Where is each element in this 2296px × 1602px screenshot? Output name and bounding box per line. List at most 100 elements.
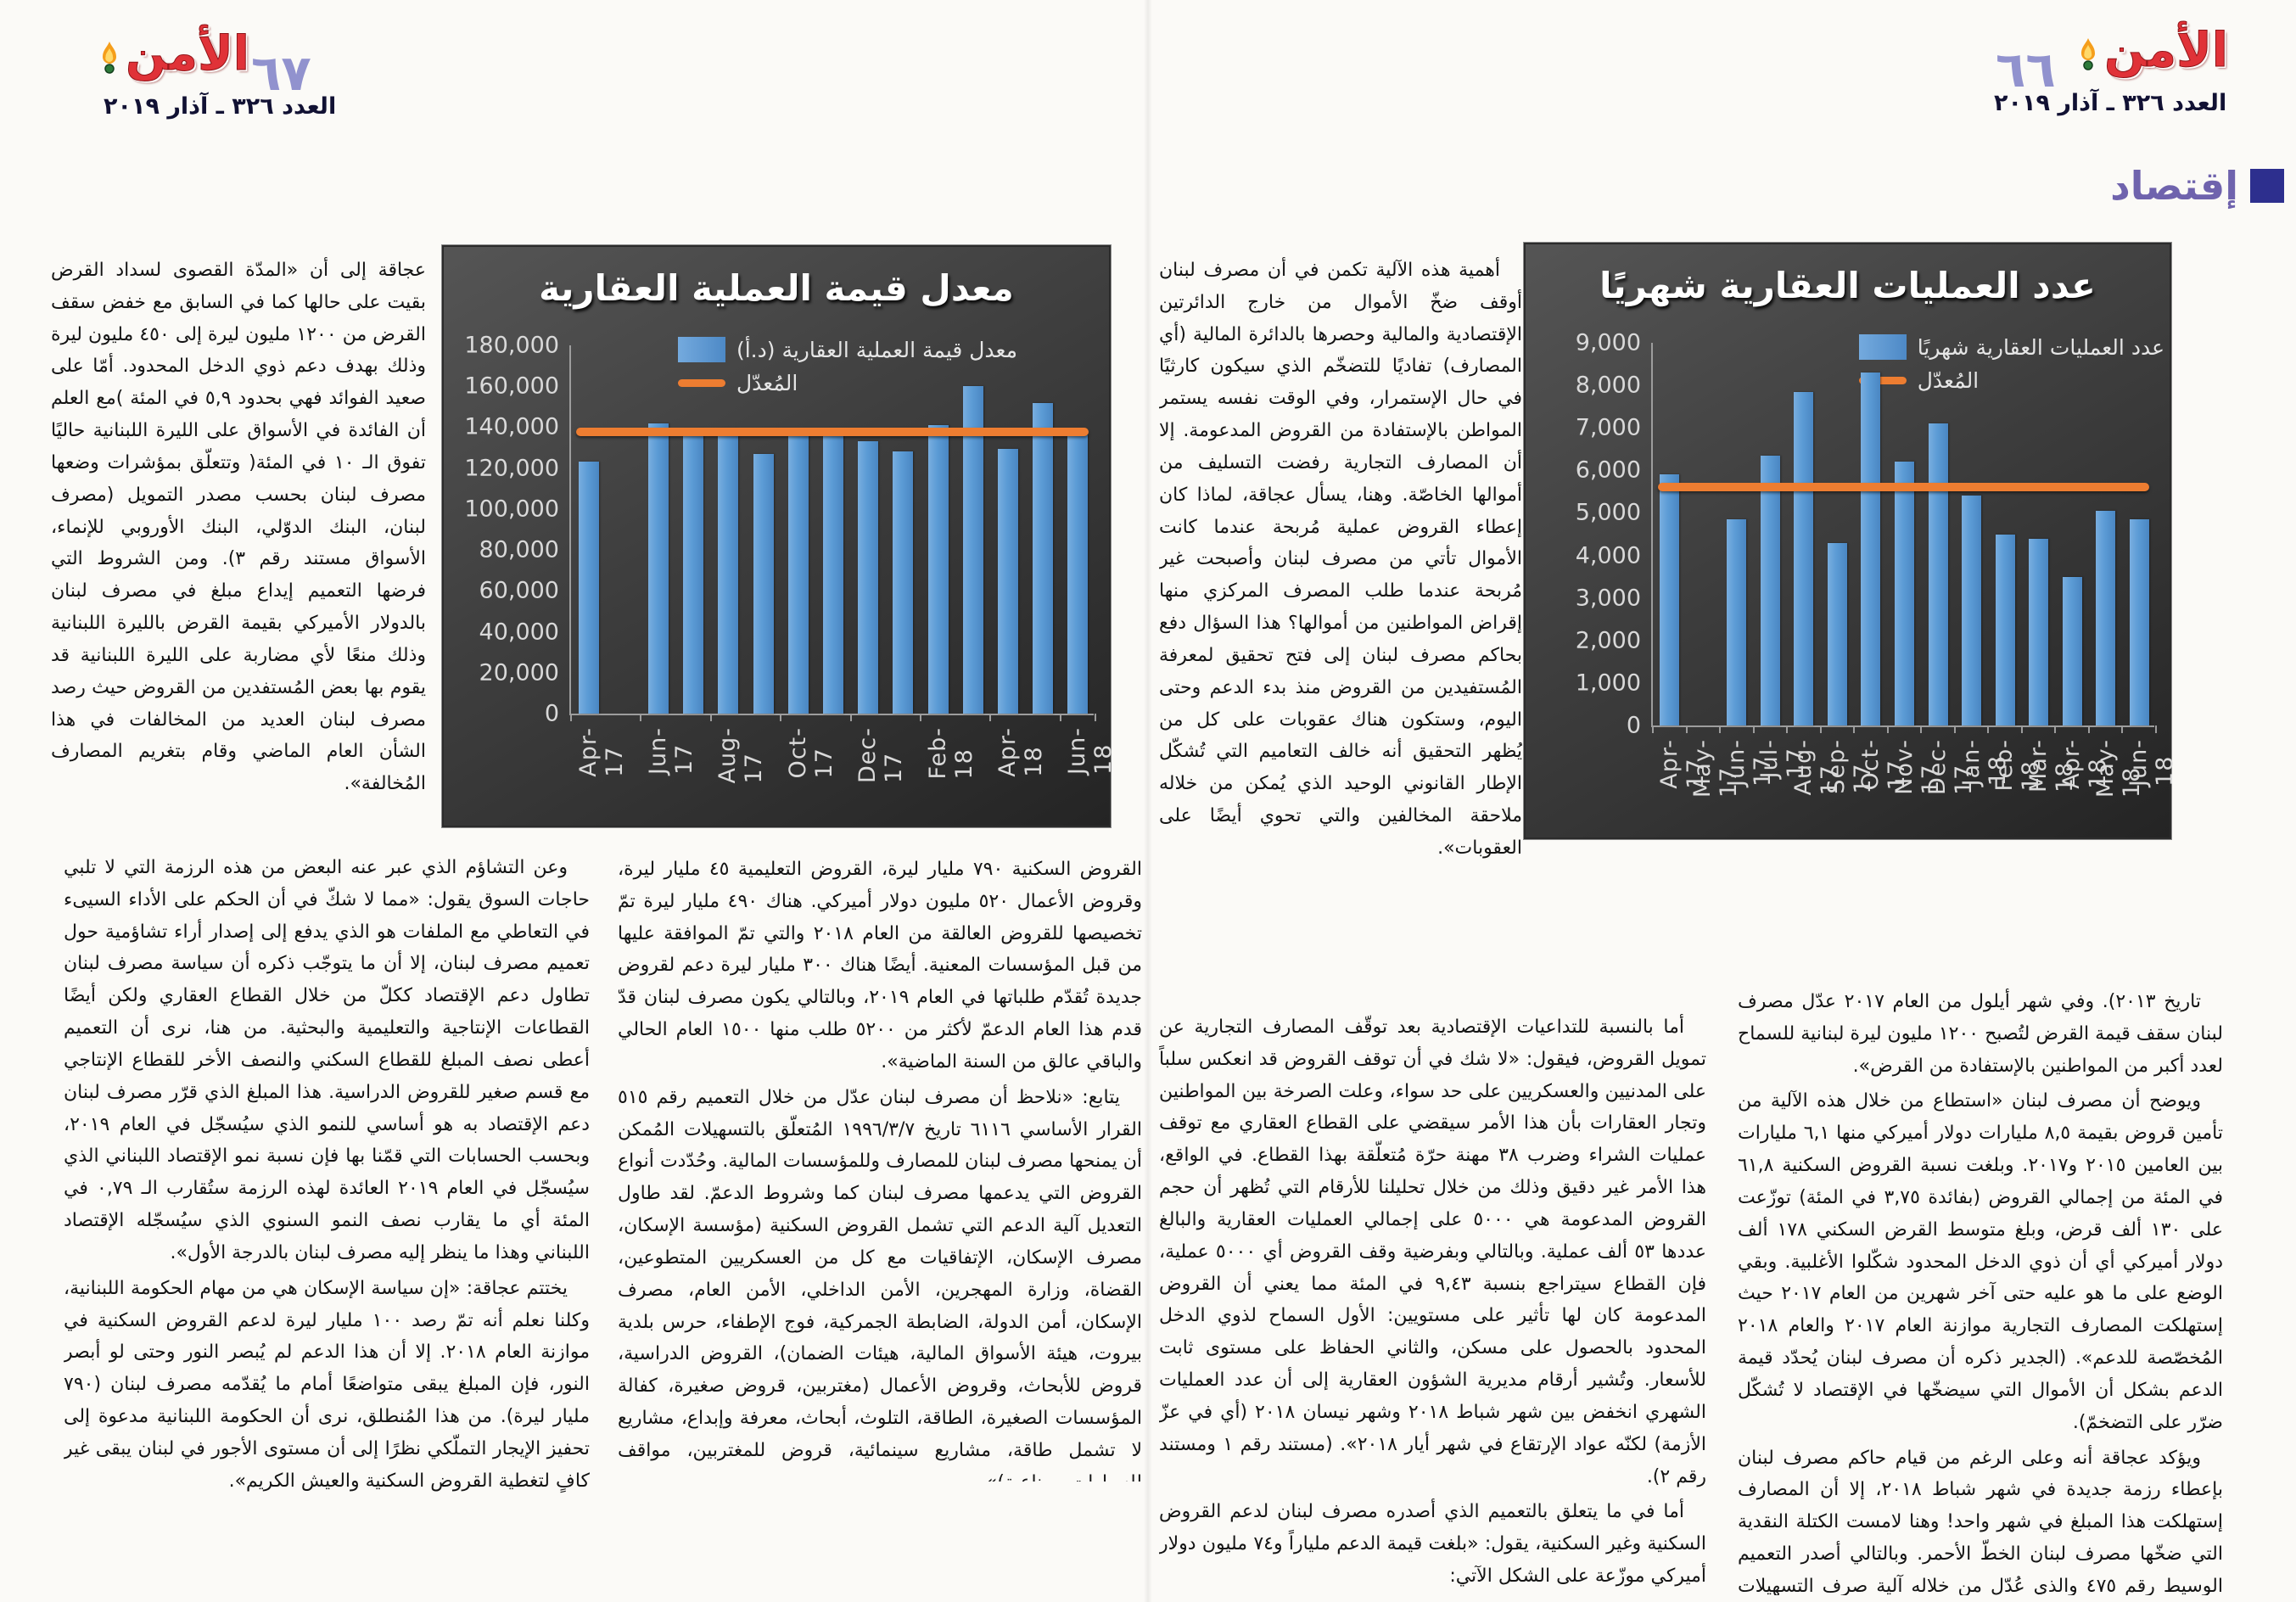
paragraph: وعن التشاؤم الذي عبر عنه البعض من هذه ال… — [64, 857, 590, 1263]
bar-Oct-17 — [1861, 372, 1880, 725]
paragraph: عجاقة إلى أن «المدّة القصوى لسداد القرض … — [51, 260, 426, 795]
x-axis-label-Apr-18: Apr-18 — [994, 727, 1047, 777]
legend-label: عدد العمليات العقارية شهريًا — [1917, 334, 2164, 360]
paragraph: يختتم عجاقة: «إن سياسة الإسكان هي من مها… — [64, 1277, 590, 1492]
bar-Jul-17 — [683, 429, 703, 714]
y-axis-tick-label: 7,000 — [1575, 414, 1641, 441]
x-axis-tick — [2121, 725, 2123, 733]
flame-icon — [2081, 38, 2095, 70]
y-axis-tick-label: 5,000 — [1575, 499, 1641, 526]
section-label: إقتصاد — [2110, 163, 2238, 209]
x-axis-tick — [1920, 725, 1922, 733]
x-axis-tick — [1753, 725, 1755, 733]
x-axis-tick — [1060, 714, 1061, 721]
paragraph: أما بالنسبة للتداعيات الإقتصادية بعد توق… — [1159, 1017, 1706, 1487]
bar-Sep-17 — [753, 453, 774, 714]
x-axis-tick — [2021, 725, 2023, 733]
legend-label: المُعدّل — [1917, 368, 1980, 393]
chart-title: عدد العمليات العقارية شهريًا — [1599, 265, 2096, 306]
page-fold — [1144, 0, 1152, 1602]
magazine-logo-left: الأمن — [98, 30, 249, 78]
legend-item-series: معدل قيمة العملية العقارية (د.أ) — [677, 337, 1017, 362]
legend-label: المُعدّل — [736, 371, 798, 395]
y-axis-tick-label: 1,000 — [1575, 669, 1641, 697]
y-axis-tick-label: 80,000 — [479, 536, 559, 563]
legend-label: معدل قيمة العملية العقارية (د.أ) — [736, 337, 1017, 362]
x-axis-tick — [1853, 725, 1855, 733]
x-axis-tick — [1820, 725, 1822, 733]
page-number-66: ٦٦ — [1996, 41, 2056, 98]
x-axis-tick — [1786, 725, 1788, 733]
article-col-p66-side: أهمية هذه الآلية تكمن في أن مصرف لبنان أ… — [1159, 255, 1522, 1103]
average-line — [1658, 483, 2149, 492]
average-line — [576, 428, 1089, 437]
article-col-p67-side: عجاقة إلى أن «المدّة القصوى لسداد القرض … — [51, 255, 426, 849]
x-axis-label-Feb-18: Feb-18 — [925, 727, 977, 780]
issue-line-right: العدد ٣٢٦ ـ آذار ٢٠١٩ — [1994, 90, 2227, 116]
y-axis-tick-label: 9,000 — [1575, 329, 1641, 356]
x-axis-label-Jun-17: Jun-17 — [645, 727, 697, 775]
plot-area: 0 1,000 2,000 3,000 4,000 5,000 6,000 7,000 8,00… — [1576, 330, 2178, 798]
bar-May-18 — [2096, 510, 2115, 725]
chart-legend: معدل قيمة العملية العقارية (د.أ) المُعدّل — [677, 337, 1017, 395]
article-col-p66-bottom-left: أما بالنسبة للتداعيات الإقتصادية بعد توق… — [1159, 1011, 1706, 1595]
x-axis-tick — [2155, 725, 2157, 733]
magazine-logo-text: الأمن — [2104, 23, 2229, 78]
chart-title: معدل قيمة العملية العقارية — [539, 267, 1014, 309]
issue-line-left: العدد ٣٢٦ ـ آذار ٢٠١٩ — [104, 93, 337, 120]
bar-Aug-17 — [1794, 391, 1813, 725]
x-axis-tick — [1686, 725, 1688, 733]
y-axis-tick-label: 2,000 — [1575, 627, 1641, 654]
legend-line-swatch-icon — [1858, 377, 1907, 384]
y-axis-tick-label: 20,000 — [479, 659, 559, 686]
x-axis-label-Oct-17: Oct-17 — [785, 727, 837, 779]
article-col-p66-bottom-right: تاريخ ٢٠١٣). وفي شهر أيلول من العام ٢٠١٧… — [1738, 986, 2223, 1595]
paragraph: ويوضح أن مصرف لبنان «استطاع من خلال هذه … — [1738, 1090, 2223, 1433]
x-axis-tick — [1095, 714, 1096, 721]
bar-Jun-18 — [1067, 435, 1088, 714]
bar-Dec-17 — [1929, 423, 1948, 725]
x-axis-label-Apr-17: Apr-17 — [575, 727, 628, 777]
x-axis-tick — [710, 714, 712, 721]
paragraph: تاريخ ٢٠١٣). وفي شهر أيلول من العام ٢٠١٧… — [1738, 991, 2223, 1077]
bar-Jan-18 — [893, 451, 913, 714]
magazine-logo-right: الأمن — [2077, 23, 2229, 78]
y-axis-tick-label: 3,000 — [1575, 585, 1641, 612]
x-axis-label-Dec-17: Dec-17 — [854, 727, 907, 783]
paragraph: أهمية هذه الآلية تكمن في أن مصرف لبنان أ… — [1159, 260, 1522, 859]
y-axis-tick-label: 140,000 — [464, 413, 559, 440]
bar-Apr-18 — [998, 448, 1018, 714]
x-axis-tick — [1652, 725, 1654, 733]
bar-Feb-18 — [928, 425, 949, 714]
x-axis-tick — [780, 714, 781, 721]
chart-monthly-operations-count: عدد العمليات العقارية شهريًا عدد العمليات… — [1523, 242, 2178, 840]
section-header: إقتصاد — [2110, 163, 2284, 209]
bar-Apr-17 — [579, 462, 599, 714]
x-axis-label-Jun-18: Jun-18 — [2125, 739, 2178, 787]
y-axis-tick-label: 6,000 — [1575, 457, 1641, 484]
bar-Jun-17 — [1727, 518, 1746, 725]
article-col-p67-bottom-left: وعن التشاؤم الذي عبر عنه البعض من هذه ال… — [64, 852, 590, 1531]
x-axis-tick — [989, 714, 991, 721]
x-axis-tick — [1719, 725, 1721, 733]
paragraph: أما في ما يتعلق بالتعميم الذي أصدره مصرف… — [1159, 1501, 1706, 1588]
plot-area: 0 20,000 40,000 60,000 80,000 100,000 120,000 1… — [464, 333, 1117, 784]
x-axis-tick — [850, 714, 852, 721]
y-axis-tick-label: 100,000 — [464, 496, 559, 523]
bar-Jan-18 — [1962, 496, 1981, 725]
y-axis-tick-label: 120,000 — [464, 455, 559, 482]
chart-average-transaction-value: معدل قيمة العملية العقارية معدل قيمة العم… — [441, 244, 1117, 828]
bar-Apr-18 — [2063, 576, 2082, 725]
paragraph: يتابع: «نلاحظ أن مصرف لبنان عدّل من خلال… — [618, 1086, 1142, 1482]
legend-item-average: المُعدّل — [1858, 368, 2164, 393]
x-axis-tick — [1887, 725, 1889, 733]
bar-Oct-17 — [788, 435, 809, 714]
bar-May-18 — [1033, 402, 1053, 714]
legend-item-series: عدد العمليات العقارية شهريًا — [1858, 334, 2164, 360]
bar-Dec-17 — [858, 441, 878, 714]
x-axis-tick — [2054, 725, 2056, 733]
y-axis-tick-label: 8,000 — [1575, 372, 1641, 399]
flame-icon — [103, 42, 116, 74]
legend-bar-swatch-icon — [1858, 334, 1907, 360]
legend-bar-swatch-icon — [677, 337, 725, 362]
